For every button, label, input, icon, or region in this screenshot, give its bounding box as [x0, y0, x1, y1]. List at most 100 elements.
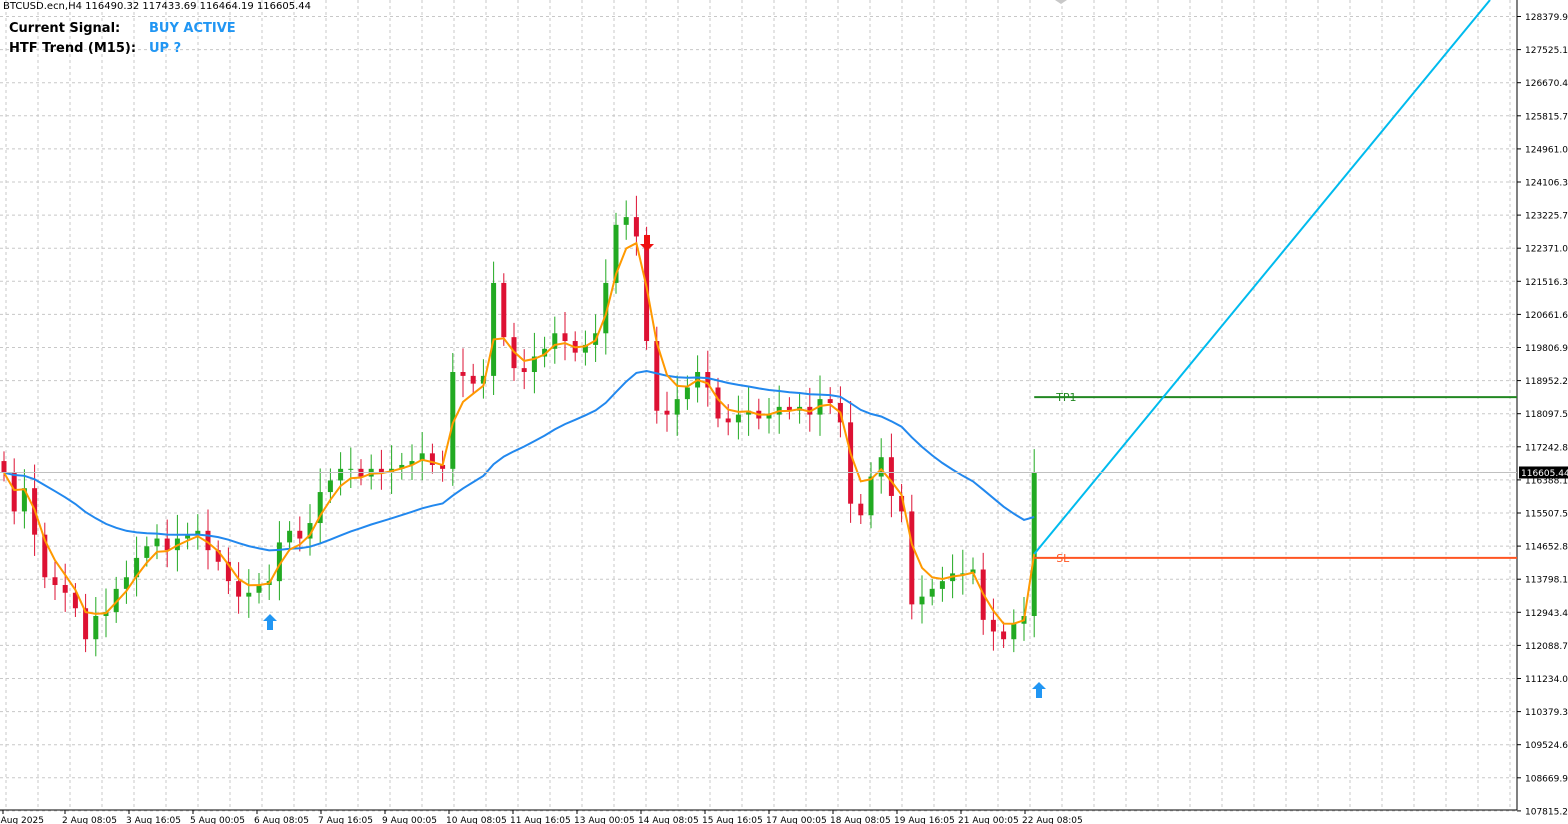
candle-body	[766, 414, 772, 419]
candle-body	[1, 461, 7, 473]
candle-body	[868, 476, 874, 516]
time-tick-label: 3 Aug 16:05	[126, 816, 181, 824]
price-tick-label: 112088.70	[1525, 642, 1568, 652]
candle-body	[195, 530, 201, 535]
trend-value: UP ?	[149, 41, 182, 56]
current-price-label: 116605.44	[1521, 469, 1568, 479]
candle-body	[256, 585, 262, 593]
candle-body	[1031, 472, 1037, 616]
candle-body	[899, 495, 905, 512]
time-tick-label: 6 Aug 08:05	[254, 816, 309, 824]
candle-body	[123, 577, 129, 589]
price-tick-label: 127525.10	[1525, 46, 1568, 56]
candle-body	[378, 468, 384, 473]
candle-body	[317, 492, 323, 524]
candle-body	[399, 464, 405, 469]
candle-body	[338, 468, 344, 481]
candle-body	[939, 581, 945, 589]
candle-body	[460, 372, 466, 376]
candle-body	[236, 581, 242, 597]
candle-body	[164, 538, 170, 551]
price-tick-label: 123225.70	[1525, 212, 1568, 222]
time-tick-label: 21 Aug 00:05	[958, 816, 1019, 824]
candle-body	[276, 542, 282, 582]
candle-body	[674, 399, 680, 415]
candle-body	[429, 453, 435, 465]
candle-body	[909, 511, 915, 605]
candle-body	[542, 348, 548, 357]
candle-body	[287, 530, 293, 543]
candle-body	[93, 615, 99, 640]
trend-label: HTF Trend (M15):	[9, 41, 137, 56]
candle-body	[215, 550, 221, 562]
candle-body	[225, 561, 231, 582]
candle-body	[786, 406, 792, 411]
time-tick-label: 19 Aug 16:05	[894, 816, 955, 824]
price-tick-label: 112943.40	[1525, 609, 1568, 619]
candle-body	[134, 557, 140, 578]
candle-body	[715, 387, 721, 419]
candle-body	[1001, 631, 1007, 640]
ema-fast-line	[3, 241, 1036, 625]
price-tick-label: 122371.00	[1525, 245, 1568, 255]
candle-body	[603, 282, 609, 334]
candle-body	[348, 468, 354, 470]
price-tick-label: 120661.60	[1525, 311, 1568, 321]
candle-body	[990, 619, 996, 632]
candle-body	[327, 480, 333, 493]
price-tick-label: 107815.20	[1525, 807, 1568, 817]
time-tick-label: 17 Aug 00:05	[766, 816, 827, 824]
candle-body	[480, 375, 486, 384]
candle-body	[970, 569, 976, 574]
price-tick-label: 125815.70	[1525, 112, 1568, 122]
time-tick-label: 9 Aug 00:05	[382, 816, 437, 824]
candle-body	[878, 457, 884, 477]
candle-body	[419, 453, 425, 462]
buy-signal-arrow	[1032, 682, 1046, 698]
candle-body	[858, 503, 864, 516]
time-tick-label: 13 Aug 00:05	[574, 816, 635, 824]
candle-body	[42, 534, 48, 578]
candle-body	[205, 530, 211, 551]
time-tick-label: 1 Aug 2025	[0, 816, 44, 824]
tp1-label: TP1	[1055, 391, 1076, 404]
candle-body	[684, 387, 690, 400]
current-price-tag	[1519, 466, 1568, 479]
price-tick-label: 115507.50	[1525, 510, 1568, 520]
candle-body	[633, 217, 639, 237]
candle-body	[827, 399, 833, 403]
candle-body	[521, 368, 527, 373]
time-tick-label: 15 Aug 16:05	[702, 816, 763, 824]
signal-label: Current Signal:	[9, 21, 121, 36]
candle-body	[919, 596, 925, 605]
price-tick-label: 118952.20	[1525, 377, 1568, 387]
time-tick-label: 7 Aug 16:05	[318, 816, 373, 824]
candle-body	[725, 418, 731, 423]
time-tick-label: 2 Aug 08:05	[62, 816, 117, 824]
candle-body	[450, 372, 456, 469]
candle-body	[21, 488, 27, 512]
candle-body	[62, 585, 68, 593]
symbol-info: BTCUSD.ecn,H4 116490.32 117433.69 116464…	[3, 1, 311, 12]
candle-body	[582, 344, 588, 353]
candle-body	[246, 592, 252, 597]
candle-body	[531, 356, 537, 373]
candle-body	[746, 410, 752, 415]
candle-body	[929, 588, 935, 597]
price-tick-label: 124961.00	[1525, 145, 1568, 155]
candle-body	[960, 573, 966, 575]
candle-body	[613, 224, 619, 283]
candle-body	[491, 282, 497, 376]
price-tick-label: 128379.90	[1525, 13, 1568, 23]
price-tick-label: 118097.50	[1525, 410, 1568, 420]
price-tick-label: 111234.00	[1525, 675, 1568, 685]
price-tick-label: 114652.80	[1525, 543, 1568, 553]
candle-body	[654, 341, 660, 411]
ema-slow-line	[3, 369, 1035, 552]
time-tick-label: 10 Aug 08:05	[446, 816, 507, 824]
candles	[1, 195, 1037, 657]
candle-body	[409, 461, 415, 465]
price-tick-label: 121516.30	[1525, 278, 1568, 288]
